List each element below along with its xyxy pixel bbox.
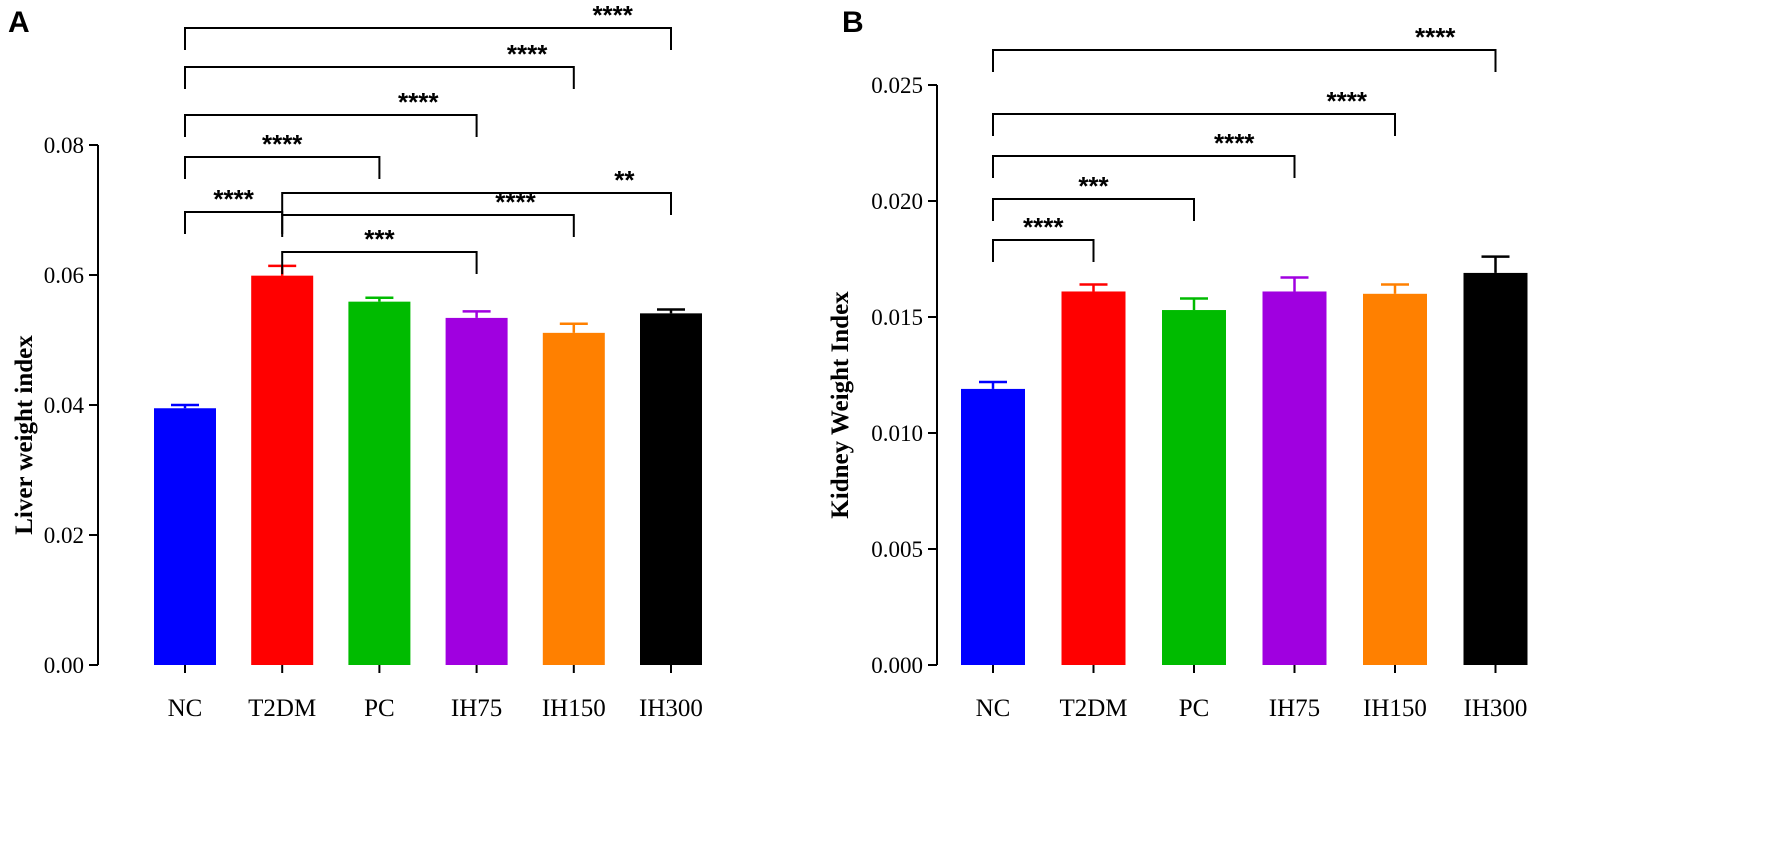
- x-tick-label: IH150: [542, 695, 606, 722]
- significance-label: **: [614, 165, 635, 195]
- y-tick-label: 0.005: [871, 537, 923, 562]
- x-tick-label: T2DM: [248, 695, 316, 722]
- significance-label: ****: [398, 87, 439, 117]
- y-tick-label: 0.020: [871, 189, 923, 214]
- chart-kidney-weight-index: 0.000 0.005 0.010 0.015 0.020 0.025 Kidney Wei…: [827, 22, 1528, 722]
- bar-t2dm: [1061, 291, 1126, 665]
- significance-label: ****: [507, 39, 548, 69]
- bar-ih75: [1262, 291, 1327, 665]
- significance-label: ****: [1415, 22, 1456, 52]
- y-tick-label: 0.010: [871, 421, 923, 446]
- x-tick-label: NC: [976, 695, 1011, 722]
- bar-ih300: [1463, 272, 1528, 665]
- x-tick-label: PC: [364, 695, 395, 722]
- significance-label: ****: [1023, 212, 1064, 242]
- y-tick-label: 0.02: [44, 523, 84, 548]
- significance-bracket: [184, 156, 381, 179]
- y-tick-label: 0.04: [44, 393, 85, 418]
- bar-ih75: [445, 317, 508, 665]
- significance-bracket: [184, 211, 284, 234]
- y-tick-label: 0.06: [44, 263, 84, 288]
- significance-bracket: [281, 214, 575, 237]
- x-tick-label: T2DM: [1059, 695, 1127, 722]
- significance-label: ****: [495, 187, 536, 217]
- y-tick-label: 0.00: [44, 653, 84, 678]
- x-tick-label: IH300: [1464, 695, 1528, 722]
- x-tick-label: IH75: [451, 695, 502, 722]
- bar-nc: [154, 408, 216, 665]
- y-axis-title: Kidney Weight Index: [827, 291, 854, 519]
- significance-bracket: [184, 66, 575, 89]
- y-axis-title: Liver weight index: [11, 335, 38, 535]
- x-tick-label: PC: [1179, 695, 1210, 722]
- significance-bracket: [992, 198, 1195, 221]
- significance-bracket: [992, 113, 1396, 136]
- significance-bracket: [184, 114, 478, 137]
- significance-label: ****: [262, 129, 303, 159]
- x-tick-label: IH300: [639, 695, 703, 722]
- significance-label: ***: [364, 224, 395, 254]
- bar-pc: [348, 301, 411, 665]
- x-tick-label: IH75: [1269, 695, 1320, 722]
- bar-nc: [961, 388, 1025, 665]
- x-tick-label: IH150: [1363, 695, 1427, 722]
- significance-label: ****: [213, 184, 254, 214]
- significance-label: ****: [1214, 128, 1255, 158]
- significance-bracket: [992, 155, 1296, 178]
- chart-liver-weight-index: 0.00 0.02 0.04 0.06 0.08 Liver weight index NC…: [11, 0, 703, 722]
- significance-bracket: [992, 239, 1095, 262]
- bar-ih150: [1363, 293, 1427, 665]
- bar-ih300: [640, 313, 702, 665]
- panel-label-b: B: [842, 6, 864, 39]
- x-tick-label: NC: [168, 695, 203, 722]
- bar-t2dm: [251, 275, 314, 665]
- significance-label: ****: [1327, 86, 1368, 116]
- panel-label-a: A: [8, 6, 30, 39]
- bar-pc: [1162, 310, 1226, 665]
- y-tick-label: 0.08: [44, 133, 84, 158]
- significance-label: ****: [592, 0, 633, 30]
- significance-bracket: [281, 192, 672, 215]
- significance-label: ***: [1078, 171, 1109, 201]
- y-tick-label: 0.000: [871, 653, 923, 678]
- significance-bracket: [281, 251, 478, 274]
- significance-bracket: [992, 49, 1497, 72]
- bar-ih150: [542, 332, 605, 665]
- significance-bracket: [184, 27, 672, 50]
- y-tick-label: 0.025: [871, 73, 923, 98]
- y-tick-label: 0.015: [871, 305, 923, 330]
